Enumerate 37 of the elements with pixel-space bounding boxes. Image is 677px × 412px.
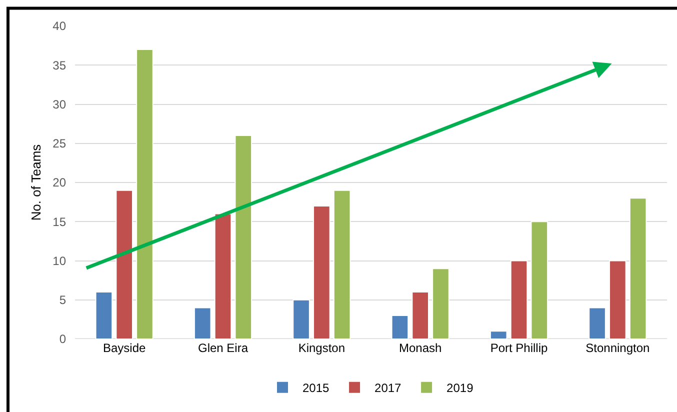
y-tick-label: 40 bbox=[52, 19, 66, 34]
x-tick-label: Port Phillip bbox=[490, 341, 548, 355]
legend-label: 2019 bbox=[446, 381, 474, 396]
bar bbox=[313, 205, 330, 339]
x-tick-label: Stonnington bbox=[586, 341, 650, 355]
bar bbox=[490, 330, 508, 339]
legend-label: 2017 bbox=[374, 381, 402, 396]
x-tick-label: Glen Eira bbox=[198, 341, 248, 355]
x-tick-label: Monash bbox=[398, 341, 442, 355]
bar bbox=[391, 315, 409, 339]
y-tick-label: 5 bbox=[59, 293, 66, 308]
bar bbox=[194, 307, 212, 339]
y-axis-title: No. of Teams bbox=[28, 144, 44, 221]
bar bbox=[116, 190, 133, 339]
bar bbox=[412, 292, 429, 339]
y-tick-label: 35 bbox=[52, 58, 66, 72]
y-tick-label: 20 bbox=[52, 176, 66, 190]
y-tick-label: 15 bbox=[52, 214, 66, 229]
bar bbox=[292, 299, 310, 339]
bar bbox=[95, 292, 113, 339]
bar bbox=[136, 48, 154, 339]
bar bbox=[629, 198, 647, 339]
legend-label: 2015 bbox=[302, 381, 330, 396]
x-tick-label: Kingston bbox=[298, 341, 346, 355]
bar bbox=[234, 135, 252, 339]
y-tick-label: 0 bbox=[59, 332, 66, 346]
x-tick-label: Bayside bbox=[102, 341, 146, 355]
bar bbox=[530, 221, 548, 339]
bar bbox=[214, 213, 232, 339]
bar bbox=[609, 260, 626, 339]
y-tick-label: 10 bbox=[52, 254, 66, 268]
y-tick-label: 30 bbox=[52, 97, 66, 112]
bar bbox=[588, 307, 606, 339]
y-tick-label: 25 bbox=[52, 136, 66, 151]
bar bbox=[510, 260, 528, 339]
bar bbox=[432, 268, 450, 339]
bar bbox=[333, 190, 351, 339]
